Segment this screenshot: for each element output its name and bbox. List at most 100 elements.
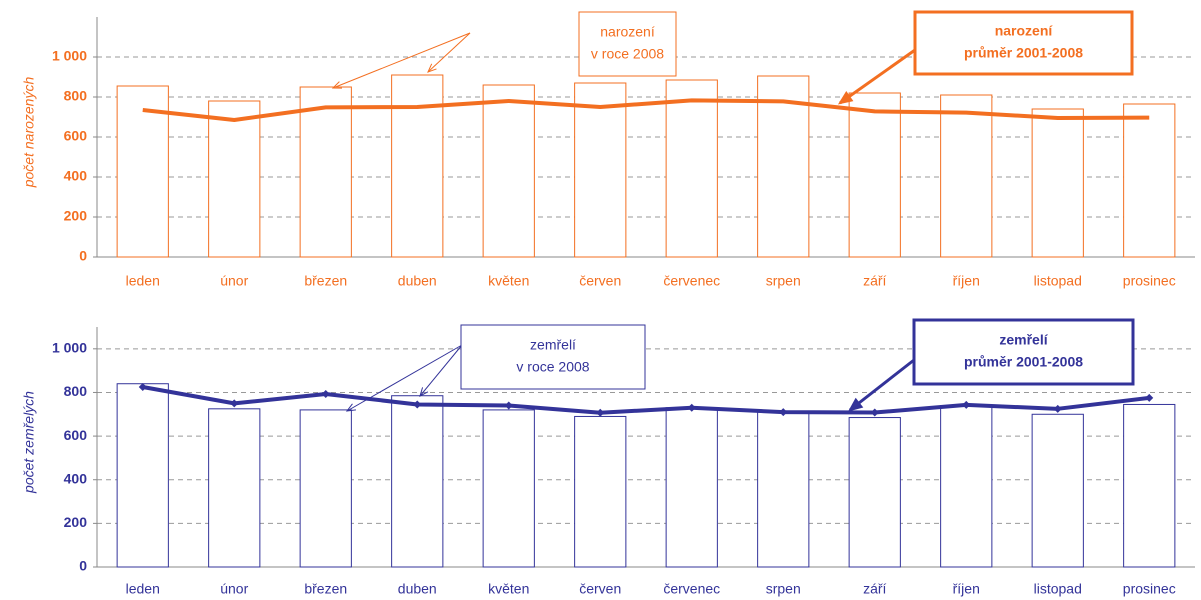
x-tick-label: červen xyxy=(579,581,621,597)
y-tick-label: 1 000 xyxy=(52,340,87,356)
bar xyxy=(208,100,261,258)
bar xyxy=(1123,103,1176,258)
marker xyxy=(962,400,971,409)
callout-arrow xyxy=(346,344,463,412)
x-tick-label: červen xyxy=(579,273,621,289)
x-tick-label: prosinec xyxy=(1123,581,1176,597)
marker xyxy=(687,403,696,412)
bar xyxy=(482,84,535,258)
y-tick-label: 0 xyxy=(79,558,87,574)
x-tick-label: listopad xyxy=(1034,581,1082,597)
marker xyxy=(504,401,513,410)
x-tick-label: červenec xyxy=(663,273,720,289)
callout-text: v roce 2008 xyxy=(516,359,589,375)
callout-text: průměr 2001-2008 xyxy=(964,354,1083,370)
x-tick-label: duben xyxy=(398,273,437,289)
bar xyxy=(940,94,993,258)
bar xyxy=(116,85,169,258)
marker xyxy=(321,389,330,398)
marker xyxy=(779,408,788,417)
marker xyxy=(1145,393,1154,402)
callout-box xyxy=(578,11,677,77)
x-tick-label: květen xyxy=(488,273,529,289)
x-tick-label: říjen xyxy=(953,581,980,597)
line xyxy=(142,98,1150,122)
y-tick-label: 200 xyxy=(64,514,88,530)
bar xyxy=(391,395,444,568)
arrow-head xyxy=(847,397,864,412)
bar xyxy=(482,409,535,568)
x-tick-label: listopad xyxy=(1034,273,1082,289)
bar xyxy=(574,415,627,568)
marker xyxy=(596,408,605,417)
x-tick-label: únor xyxy=(220,273,248,289)
bar xyxy=(1123,403,1176,568)
callout-text: zemřelí xyxy=(999,332,1048,348)
bar xyxy=(1031,108,1084,258)
callout-box xyxy=(913,10,1134,76)
x-tick-label: březen xyxy=(304,273,347,289)
callout-arrow xyxy=(419,344,463,397)
marker xyxy=(870,408,879,417)
y-tick-label: 400 xyxy=(64,168,88,184)
bar xyxy=(665,407,718,568)
callout-box xyxy=(912,318,1135,386)
bar xyxy=(757,411,810,568)
bar xyxy=(574,82,627,258)
x-tick-label: leden xyxy=(126,581,160,597)
bar xyxy=(116,383,169,568)
callout-arrow xyxy=(427,32,471,73)
marker xyxy=(230,399,239,408)
callout-text: narození xyxy=(995,23,1054,39)
callout-text: průměr 2001-2008 xyxy=(964,45,1083,61)
y-tick-label: 1 000 xyxy=(52,48,87,64)
arrow-head xyxy=(331,81,343,89)
callout-arrow xyxy=(332,32,471,89)
callout-text: zemřelí xyxy=(530,337,576,353)
y-axis-label: počet zemřelých xyxy=(21,391,37,494)
callout-arrow xyxy=(849,358,915,412)
y-tick-label: 0 xyxy=(79,248,87,264)
bar xyxy=(665,79,718,258)
bar xyxy=(299,86,352,258)
y-tick-label: 600 xyxy=(64,128,88,144)
x-tick-label: duben xyxy=(398,581,437,597)
y-tick-label: 800 xyxy=(64,88,88,104)
bar xyxy=(208,408,261,568)
marker xyxy=(413,400,422,409)
callout-text: v roce 2008 xyxy=(591,46,664,62)
bar xyxy=(757,75,810,258)
arrow-head xyxy=(427,63,437,73)
y-tick-label: 200 xyxy=(64,208,88,224)
arrow-head xyxy=(419,387,429,397)
x-tick-label: září xyxy=(863,581,886,597)
x-tick-label: leden xyxy=(126,273,160,289)
line xyxy=(142,385,1150,415)
y-axis-label: počet narozených xyxy=(21,77,37,189)
x-tick-label: říjen xyxy=(953,273,980,289)
callout-box xyxy=(460,324,646,390)
arrow-head xyxy=(837,90,854,105)
y-tick-label: 600 xyxy=(64,427,88,443)
bar xyxy=(1031,413,1084,568)
x-tick-label: únor xyxy=(220,581,248,597)
bar xyxy=(848,92,901,258)
bar xyxy=(848,417,901,568)
x-tick-label: červenec xyxy=(663,581,720,597)
y-tick-label: 400 xyxy=(64,470,88,486)
marker xyxy=(138,383,147,391)
x-tick-label: září xyxy=(863,273,886,289)
bar xyxy=(299,409,352,568)
callout-text: narození xyxy=(600,24,655,40)
x-tick-label: srpen xyxy=(766,581,801,597)
y-tick-label: 800 xyxy=(64,383,88,399)
x-tick-label: květen xyxy=(488,581,529,597)
arrow-head xyxy=(345,403,356,412)
x-tick-label: březen xyxy=(304,581,347,597)
x-tick-label: srpen xyxy=(766,273,801,289)
x-tick-label: prosinec xyxy=(1123,273,1176,289)
bar xyxy=(391,74,444,258)
marker xyxy=(1053,404,1062,413)
bar xyxy=(940,405,993,568)
